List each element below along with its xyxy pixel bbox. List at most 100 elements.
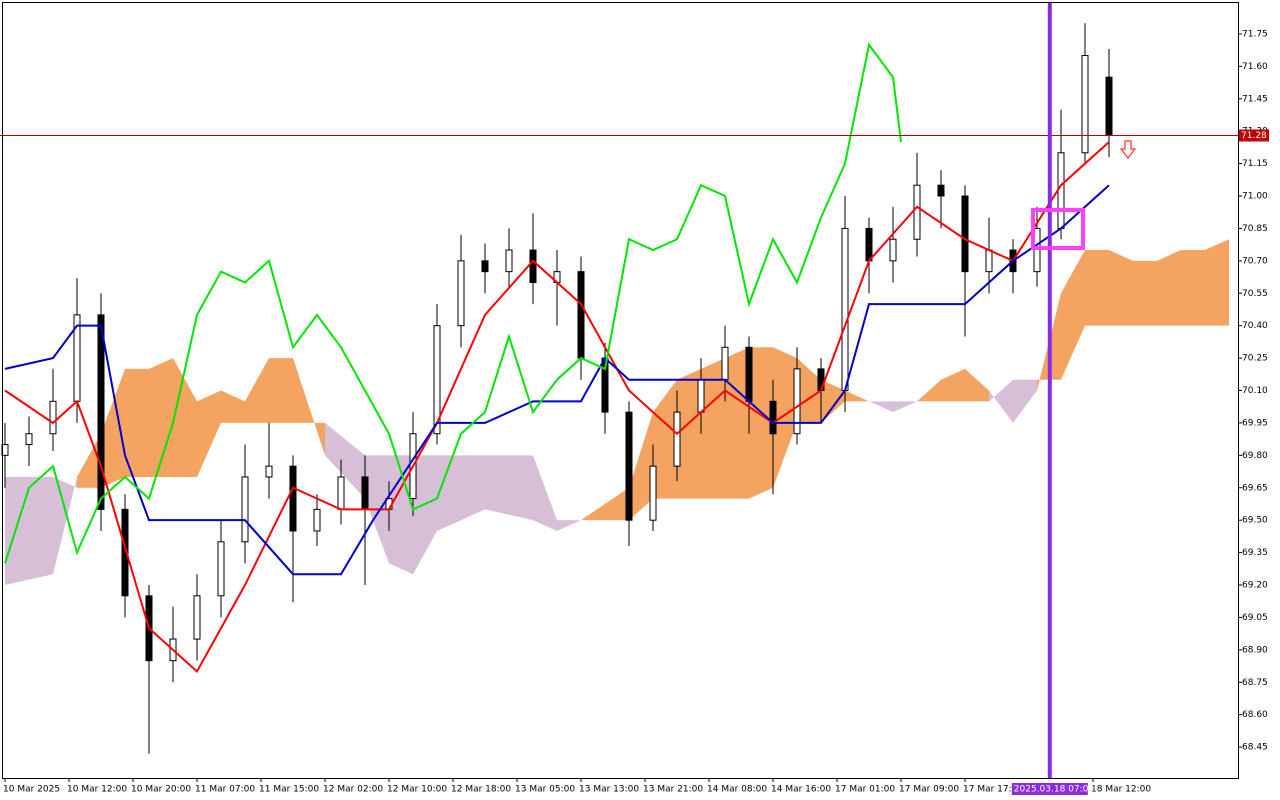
cloud-segment — [797, 358, 821, 423]
candle-body — [721, 346, 729, 381]
cloud-segment — [437, 455, 485, 531]
candle-body — [1033, 227, 1041, 273]
cloud-segment — [1085, 250, 1109, 326]
candle-body — [1057, 152, 1065, 229]
x-tick-label: 12 Mar 18:00 — [451, 785, 511, 795]
candle-body — [433, 325, 441, 435]
x-tick-label: 17 Mar 01:00 — [835, 785, 895, 795]
cloud — [5, 239, 1229, 586]
indicator-line — [4, 42, 902, 564]
y-tick-label: 68.90 — [1242, 645, 1268, 655]
candle-body — [241, 476, 249, 543]
axes: 71.7571.6071.4571.3071.1571.0070.8570.70… — [3, 29, 1269, 795]
cloud-segment — [221, 390, 245, 423]
y-tick-label: 71.45 — [1242, 94, 1268, 104]
cloud-segment — [173, 358, 197, 477]
x-tick-label: 11 Mar 07:00 — [195, 785, 255, 795]
candle-body — [649, 465, 657, 521]
y-tick-label: 69.35 — [1242, 548, 1268, 558]
x-tick-label: 10 Mar 12:00 — [67, 785, 127, 795]
y-tick-label: 68.45 — [1242, 743, 1268, 753]
cloud-segment — [485, 455, 533, 521]
cloud-segment — [581, 487, 629, 521]
candle-body — [961, 195, 969, 273]
candle-body — [913, 184, 921, 240]
candle-body — [25, 433, 33, 446]
candle-body — [769, 400, 777, 435]
cloud-segment — [629, 412, 653, 521]
y-tick-label: 69.65 — [1242, 483, 1268, 493]
cloud-segment — [653, 379, 677, 499]
y-tick-label: 71.15 — [1242, 159, 1268, 169]
x-tick-label: 13 Mar 13:00 — [579, 785, 639, 795]
x-tick-label: 13 Mar 05:00 — [515, 785, 575, 795]
x-tick-label: 12 Mar 02:00 — [323, 785, 383, 795]
cloud-segment — [941, 368, 965, 402]
cloud-segment — [53, 476, 77, 575]
cloud-segment — [1205, 239, 1229, 326]
candle-body — [745, 346, 753, 402]
indicator-lines — [4, 42, 1110, 674]
y-tick-label: 69.05 — [1242, 613, 1268, 623]
cloud-segment — [821, 379, 845, 423]
cloud-segment — [269, 358, 293, 423]
candle-body — [1081, 55, 1089, 154]
time-label-box — [1011, 783, 1088, 795]
cloud-segment — [1157, 250, 1181, 326]
x-tick-label: 18 Mar 12:00 — [1091, 785, 1151, 795]
cloud-segment — [1013, 379, 1037, 423]
candle-body — [193, 595, 201, 640]
cloud-segment — [197, 390, 221, 477]
candle-body — [697, 379, 705, 413]
candle-body — [865, 227, 873, 262]
candle-body — [673, 411, 681, 467]
y-tick-label: 69.80 — [1242, 451, 1268, 461]
candle-body — [49, 400, 57, 435]
cloud-segment — [1133, 260, 1157, 326]
x-tick-label: 14 Mar 08:00 — [707, 785, 767, 795]
y-tick-label: 70.55 — [1242, 289, 1268, 299]
cloud-segment — [773, 347, 797, 488]
y-tick-label: 71.60 — [1242, 62, 1268, 72]
time-label: 2025.03.18 07:00 — [1014, 785, 1095, 795]
cloud-segment — [293, 358, 325, 456]
cloud-segment — [557, 520, 581, 531]
candle-body — [985, 249, 993, 273]
cloud-segment — [845, 390, 869, 402]
candle-body — [361, 476, 369, 510]
candle-body — [481, 260, 489, 273]
cloud-segment — [125, 368, 149, 477]
candles — [1, 23, 1113, 754]
y-tick-label: 68.60 — [1242, 710, 1268, 720]
candle-body — [265, 465, 273, 478]
candle-body — [337, 476, 345, 510]
cloud-segment — [245, 358, 269, 423]
y-tick-label: 70.25 — [1242, 354, 1268, 364]
cloud-segment — [893, 401, 917, 413]
candle-body — [625, 411, 633, 521]
y-tick-label: 70.85 — [1242, 224, 1268, 234]
candle-body — [313, 508, 321, 532]
cloud-segment — [149, 358, 173, 477]
cloud-segment — [533, 455, 557, 531]
cloud-segment — [917, 379, 941, 402]
y-tick-label: 70.10 — [1242, 386, 1268, 396]
candle-body — [841, 227, 849, 392]
cloud-segment — [101, 368, 125, 488]
cloud-segment — [749, 347, 773, 499]
cloud-segment — [1061, 250, 1085, 380]
cloud-segment — [1181, 250, 1205, 326]
y-tick-label: 71.00 — [1242, 192, 1268, 202]
cloud-segment — [325, 422, 365, 499]
y-tick-label: 69.50 — [1242, 516, 1268, 526]
cloud-segment — [5, 476, 53, 586]
cloud-segment — [965, 368, 989, 402]
x-tick-label: 10 Mar 20:00 — [131, 785, 191, 795]
candle-body — [97, 314, 105, 510]
candle-body — [217, 541, 225, 597]
y-tick-label: 69.20 — [1242, 581, 1268, 591]
y-tick-label: 70.70 — [1242, 256, 1268, 266]
x-tick-label: 10 Mar 2025 — [3, 785, 60, 795]
